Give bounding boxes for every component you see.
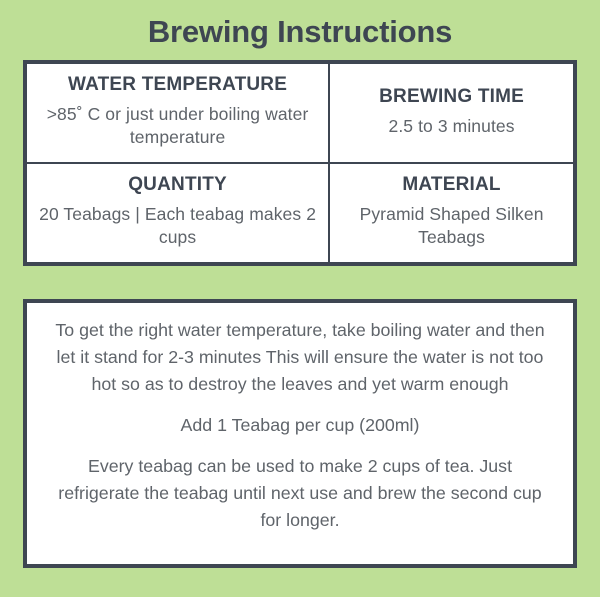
spec-cell-brewing-time: BREWING TIME 2.5 to 3 minutes [328, 61, 576, 164]
table-row: QUANTITY 20 Teabags | Each teabag makes … [23, 162, 576, 265]
note-water-temperature-tip: To get the right water temperature, take… [55, 320, 545, 395]
spec-label-material: MATERIAL [402, 174, 501, 195]
spec-value-quantity: 20 Teabags | Each teabag makes 2 cups [39, 203, 317, 248]
spec-table: WATER TEMPERATURE >85˚ C or just under b… [23, 60, 577, 266]
spec-label-brewing-time: BREWING TIME [379, 85, 525, 107]
spec-value-material: Pyramid Shaped Silken Teabags [359, 203, 544, 248]
spec-cell-quantity: QUANTITY 20 Teabags | Each teabag makes … [23, 162, 331, 265]
spec-table-wrapper: WATER TEMPERATURE >85˚ C or just under b… [23, 60, 577, 266]
spec-cell-water-temperature: WATER TEMPERATURE >85˚ C or just under b… [23, 61, 331, 164]
spec-value-water-temperature: >85˚ C or just under boiling water tempe… [46, 103, 309, 148]
spec-cell-material: MATERIAL Pyramid Shaped Silken Teabags [328, 162, 576, 265]
note-dosage: Add 1 Teabag per cup (200ml) [180, 415, 420, 436]
spec-value-brewing-time: 2.5 to 3 minutes [388, 115, 515, 136]
note-reuse: Every teabag can be used to make 2 cups … [58, 456, 542, 531]
notes-panel: To get the right water temperature, take… [23, 299, 577, 568]
table-row: WATER TEMPERATURE >85˚ C or just under b… [23, 61, 576, 164]
spec-label-quantity: QUANTITY [128, 174, 227, 195]
page-title: Brewing Instructions [147, 14, 453, 49]
spec-label-water-temperature: WATER TEMPERATURE [68, 74, 288, 95]
